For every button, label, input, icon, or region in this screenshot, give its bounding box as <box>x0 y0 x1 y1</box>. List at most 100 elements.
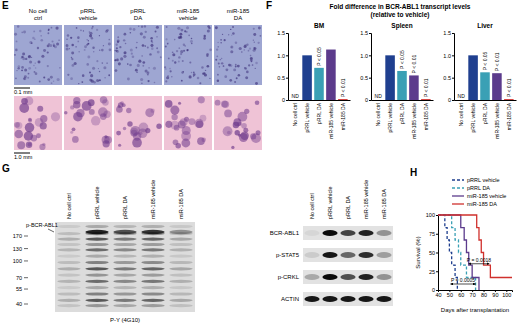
tick-label: 1.0 <box>360 53 368 59</box>
micrograph-texture <box>93 81 95 83</box>
tick-mark <box>286 78 288 79</box>
tick-mark <box>369 55 371 56</box>
micrograph-texture <box>187 49 189 51</box>
micrograph-texture <box>21 31 23 33</box>
micrograph-texture <box>250 58 253 61</box>
blot-band <box>358 274 373 280</box>
micrograph-texture <box>98 107 108 117</box>
micrograph-texture <box>245 76 248 79</box>
blot-band <box>57 304 81 307</box>
micrograph-texture <box>165 68 167 70</box>
micrograph-texture <box>71 58 73 60</box>
micrograph-texture <box>230 50 233 53</box>
micrograph-texture <box>229 79 232 82</box>
micrograph-texture <box>185 45 186 46</box>
micrograph-texture <box>84 45 87 48</box>
micrograph-texture <box>235 130 240 135</box>
micrograph-texture <box>191 72 193 74</box>
marker-label: 70 <box>16 275 22 281</box>
micrograph-texture <box>237 65 240 68</box>
micrograph-texture <box>253 49 256 52</box>
figure: EFGHNo cellctrlpRRLvehiclepRRLDAmiR-185v… <box>0 0 520 328</box>
micrograph-texture <box>71 57 73 59</box>
micrograph-texture <box>21 98 28 105</box>
legend-label: miR-185 vehicle <box>467 193 506 199</box>
micrograph-texture <box>57 78 60 81</box>
blot-band <box>141 304 165 307</box>
blot-band <box>57 248 81 251</box>
tick-label: 1.5 <box>443 30 451 36</box>
panel-g: No cell ctrlpRRL vehiclepRRL DAmiR-185 v… <box>13 180 393 323</box>
micrograph-texture <box>116 50 119 53</box>
micrograph-texture <box>145 31 147 33</box>
micrograph-texture <box>39 144 45 150</box>
micrograph-texture <box>23 30 26 33</box>
legend-label: pRRL vehicle <box>467 177 500 183</box>
blot-band <box>113 230 137 234</box>
micrograph-texture <box>118 62 121 65</box>
blot-band <box>169 243 193 246</box>
tick-mark <box>436 215 438 216</box>
tick-mark <box>436 234 438 235</box>
micrograph-texture <box>194 119 203 128</box>
micrograph-texture <box>220 59 221 60</box>
micrograph-texture <box>78 51 79 52</box>
bar-chart: BM00.51.01.5No cell ctrlpRRL vehiclepRRL… <box>277 22 350 139</box>
micrograph-texture <box>29 41 32 44</box>
tick-mark <box>452 33 454 34</box>
micrograph-texture <box>80 29 82 31</box>
blot-band <box>141 299 165 302</box>
scale-label: 1.0 mm <box>14 154 33 160</box>
micrograph-texture <box>101 49 104 52</box>
blot-band <box>57 299 81 302</box>
tick-label: 75 <box>429 231 435 237</box>
micrograph-texture <box>178 102 181 105</box>
micrograph-texture <box>156 26 159 29</box>
micrograph-texture <box>138 60 141 63</box>
tick: 50 <box>447 290 453 298</box>
category-label: miR-185 vehicle <box>411 103 417 139</box>
micrograph-texture <box>145 128 150 133</box>
tick-label: 0 <box>365 97 368 103</box>
micrograph <box>64 96 112 150</box>
category-label: pRRL DA <box>399 102 405 124</box>
micrograph-texture <box>250 55 252 57</box>
blot-band <box>322 296 337 302</box>
micrograph-texture <box>127 78 130 81</box>
micrograph-texture <box>234 81 236 83</box>
blot <box>55 222 195 312</box>
lane-label: pRRL DA <box>345 196 351 219</box>
micrograph-texture <box>47 65 49 67</box>
blot-band <box>141 280 165 283</box>
micrograph-texture <box>170 106 179 115</box>
category-label: miR-185 vehicle <box>328 103 334 139</box>
micrograph-texture <box>188 118 195 125</box>
blot-band <box>322 274 337 280</box>
micrograph-texture <box>43 49 46 52</box>
micrograph-texture <box>172 53 175 56</box>
blot-band <box>113 274 137 277</box>
blot-band <box>85 274 109 277</box>
blot-band <box>113 243 137 246</box>
label-line: No cell <box>29 8 47 14</box>
blot-band <box>57 261 81 264</box>
micrograph-texture <box>86 44 88 46</box>
micrograph-texture <box>34 71 36 73</box>
micrograph-texture <box>144 25 146 27</box>
category-label: pRRL vehicle <box>304 103 310 133</box>
tick-label: 60 <box>458 292 464 298</box>
micrograph-texture <box>186 31 188 33</box>
micrograph-texture <box>99 79 101 81</box>
micrograph-texture <box>17 141 25 149</box>
chart-title: Spleen <box>391 22 412 30</box>
micrograph-texture <box>51 82 53 84</box>
label-line: miR-185 <box>177 8 200 14</box>
tick-label: 25 <box>429 269 435 275</box>
blot <box>303 270 393 284</box>
micrograph-texture <box>87 56 90 59</box>
micrograph-texture <box>189 75 192 78</box>
blot-band <box>57 292 81 295</box>
micrograph-texture <box>87 43 89 45</box>
micrograph-texture <box>147 80 149 82</box>
chart-title: Liver <box>477 22 493 29</box>
